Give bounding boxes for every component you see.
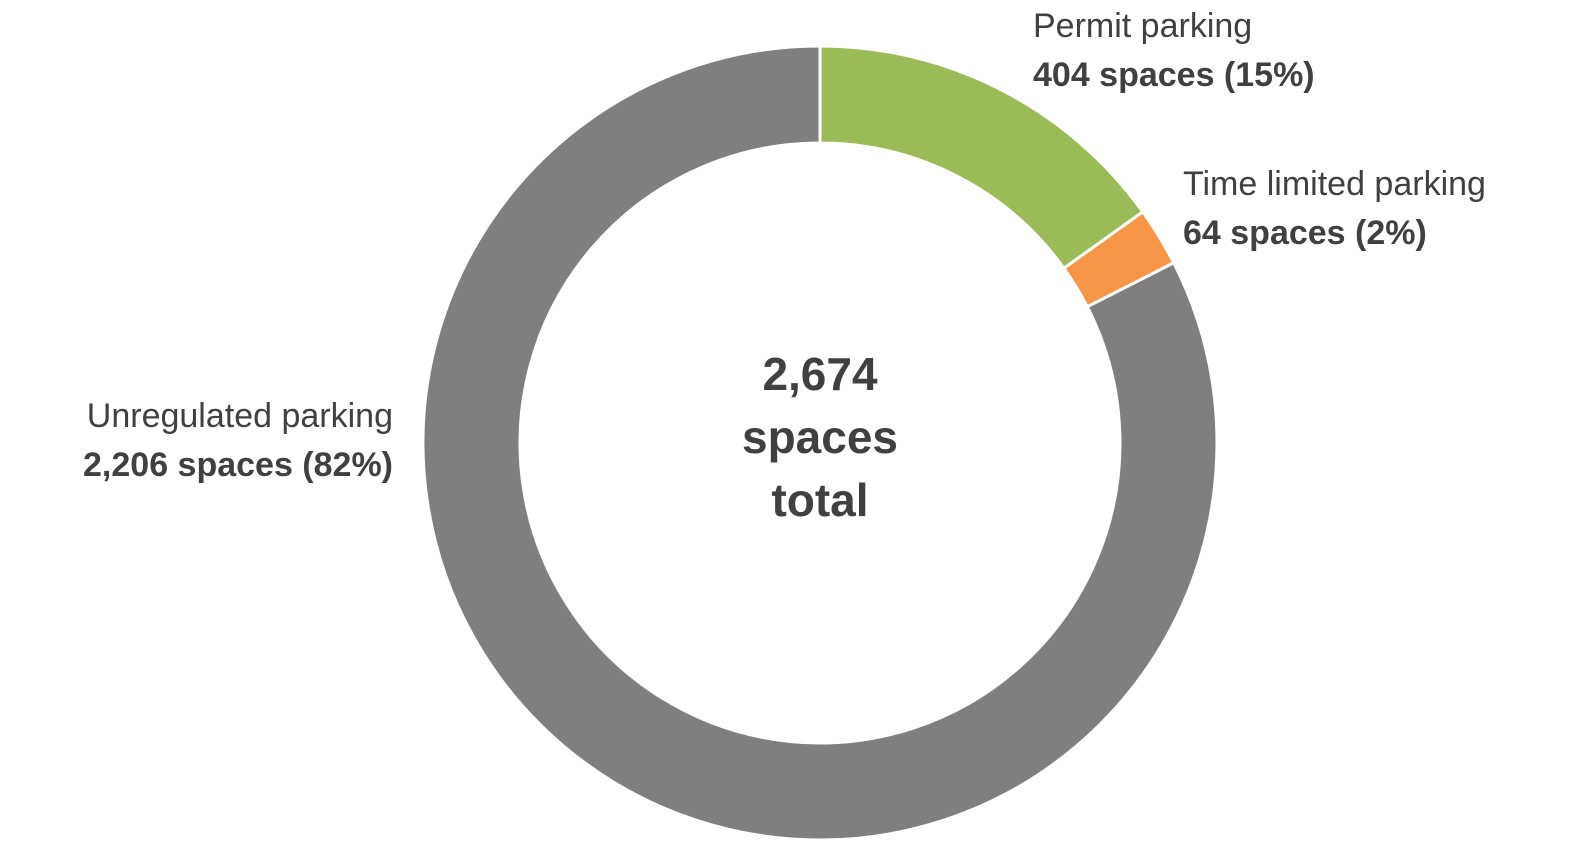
center-text: 2,674 xyxy=(762,348,878,400)
slice-value-label: 404 spaces (15%) xyxy=(1033,56,1315,94)
center-text: spaces xyxy=(742,411,898,463)
center-text: total xyxy=(771,474,868,526)
slice-label: Time limited parking xyxy=(1183,165,1486,203)
slice-value-label: 64 spaces (2%) xyxy=(1183,214,1427,252)
slice-label: Unregulated parking xyxy=(87,397,393,435)
slice-value-label: 2,206 spaces (82%) xyxy=(83,446,393,484)
donut-slice xyxy=(421,44,1219,842)
slice-label: Permit parking xyxy=(1033,7,1252,45)
